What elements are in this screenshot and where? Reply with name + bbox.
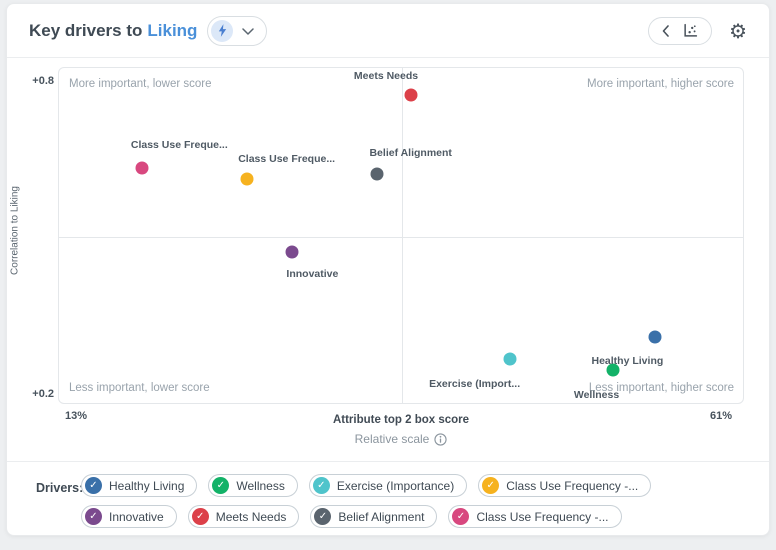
check-icon: ✓	[312, 477, 330, 494]
scatter-chart-icon[interactable]	[683, 23, 698, 38]
scatter-point-3-belief-alignment[interactable]	[370, 167, 384, 181]
legend-pill-2-exercise-importance[interactable]: ✓ Exercise (Importance)	[308, 474, 468, 497]
legend-pill-1-wellness[interactable]: ✓ Wellness	[208, 474, 298, 497]
check-icon: ✓	[482, 477, 500, 494]
quadrant-label-bottom-left: Less important, lower score	[69, 382, 210, 394]
legend-pill-label: Innovative	[109, 509, 164, 524]
quadrant-label-bottom-right: Less important, higher score	[588, 382, 734, 394]
header-controls: ⚙	[648, 16, 747, 45]
legend-pill-label: Class Use Frequency -...	[506, 478, 639, 493]
check-icon: ✓	[85, 508, 102, 525]
chart-nav-pill	[648, 16, 713, 45]
legend-pill-label: Exercise (Importance)	[336, 478, 455, 493]
x-axis-title: Attribute top 2 box score	[332, 414, 470, 426]
legend-pill-6-belief-alignment[interactable]: ✓ Belief Alignment	[310, 505, 438, 528]
y-tick-top: +0.8	[32, 75, 54, 87]
check-icon: ✓	[212, 477, 230, 494]
x-axis-subtitle-text: Relative scale	[354, 432, 430, 446]
metric-selector-dropdown[interactable]	[207, 15, 268, 46]
check-icon: ✓	[452, 508, 470, 525]
x-tick-right: 61%	[709, 410, 733, 422]
legend-pill-label: Meets Needs	[215, 509, 287, 524]
chevron-down-icon	[242, 22, 255, 40]
check-icon: ✓	[85, 477, 102, 494]
metric-name-link[interactable]: Liking	[147, 20, 198, 40]
legend-pill-3-class-use-frequency[interactable]: ✓ Class Use Frequency -...	[478, 474, 652, 497]
scatter-point-1-class-use-frequency[interactable]	[135, 161, 149, 175]
legend-pill-4-innovative[interactable]: ✓ Innovative	[81, 505, 177, 528]
legend-pill-label: Belief Alignment	[338, 509, 425, 524]
quadrant-label-top-left: More important, lower score	[69, 78, 212, 90]
legend-pill-label: Class Use Frequency -...	[476, 509, 609, 524]
scatter-point-4-innovative[interactable]	[285, 245, 299, 259]
scatter-plot-area: More important, lower score More importa…	[58, 67, 744, 404]
check-icon: ✓	[314, 508, 332, 525]
legend-pills: ✓ Healthy Living ✓ Wellness ✓ Exercise (Impor…	[81, 474, 753, 528]
chevron-left-icon[interactable]	[662, 24, 670, 37]
quadrant-divider-horizontal	[59, 237, 743, 238]
legend-title: Drivers:	[36, 481, 84, 495]
legend-pill-5-meets-needs[interactable]: ✓ Meets Needs	[187, 505, 300, 528]
scatter-point-7-healthy-living[interactable]	[648, 330, 662, 344]
legend-pill-label: Wellness	[236, 478, 285, 493]
page-title: Key drivers to	[29, 20, 143, 40]
scatter-point-5-exercise-importance[interactable]	[503, 352, 517, 366]
lightning-icon	[211, 19, 234, 42]
info-icon[interactable]	[434, 432, 447, 446]
legend-pill-label: Healthy Living	[109, 478, 185, 493]
key-drivers-card: Key drivers to Liking	[6, 3, 770, 536]
quadrant-label-top-right: More important, higher score	[586, 78, 734, 90]
x-axis-subtitle: Relative scale	[58, 432, 744, 446]
legend-pill-0-healthy-living[interactable]: ✓ Healthy Living	[81, 474, 198, 497]
x-tick-left: 13%	[64, 410, 88, 422]
scatter-point-6-wellness[interactable]	[606, 363, 620, 377]
y-tick-bottom: +0.2	[32, 388, 54, 400]
gear-icon[interactable]: ⚙	[729, 18, 747, 43]
quadrant-divider-vertical	[402, 68, 403, 403]
check-icon: ✓	[191, 508, 209, 525]
legend-pill-7-class-use-frequency[interactable]: ✓ Class Use Frequency -...	[448, 505, 622, 528]
legend-divider	[7, 461, 769, 462]
scatter-point-2-class-use-frequency[interactable]	[240, 172, 254, 186]
scatter-point-0-meets-needs[interactable]	[404, 88, 418, 102]
card-header: Key drivers to Liking	[7, 4, 769, 58]
y-axis-title: Correlation to Liking	[9, 186, 21, 275]
